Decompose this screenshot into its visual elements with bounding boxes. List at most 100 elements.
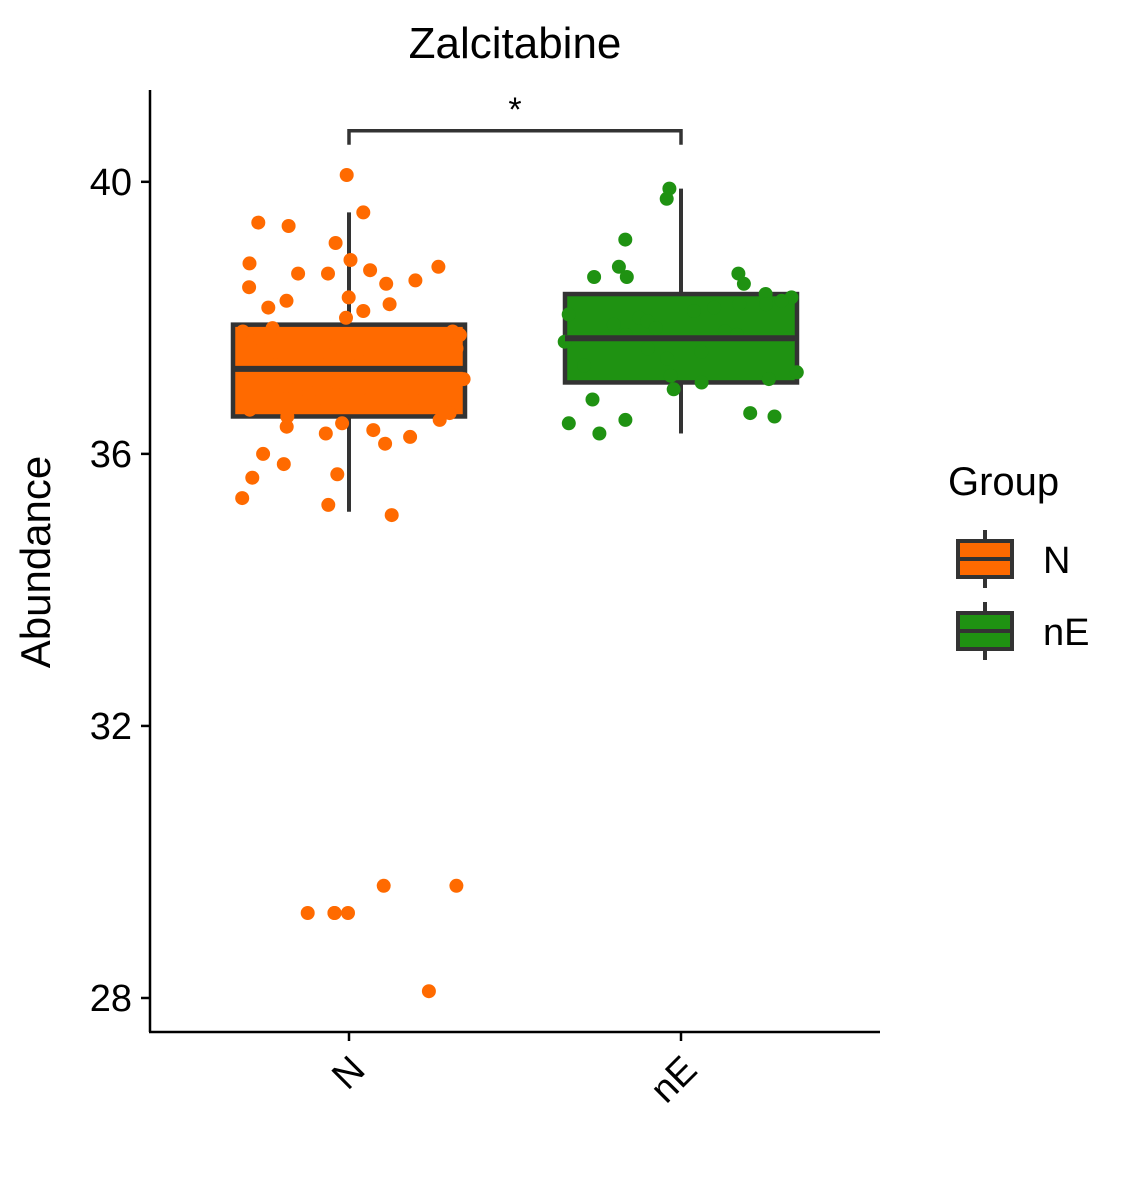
data-point [318,426,333,441]
data-point [761,372,776,387]
plot-area: * [230,91,804,999]
data-point [561,307,576,322]
data-point [327,906,342,920]
data-point [774,293,789,308]
data-point [366,423,381,438]
data-point [341,906,355,920]
data-point [449,878,464,893]
data-point [403,429,418,444]
data-point [767,409,782,424]
significance-bracket [347,129,683,145]
data-point [242,280,257,295]
significance-label: * [508,91,521,129]
data-point [640,341,655,356]
data-point [242,402,257,417]
data-point [235,324,250,339]
data-point [384,508,399,523]
data-point [261,300,276,315]
data-point [276,457,291,472]
data-point [306,399,321,414]
data-point [736,276,751,291]
data-point [431,259,446,274]
data-point [252,331,267,346]
data-point [328,338,343,353]
data-point [585,392,600,407]
data-point [260,389,275,404]
data-point [606,317,621,332]
data-point [264,368,279,383]
data-point [341,290,356,305]
data-point [379,276,394,291]
data-point [758,287,773,301]
data-point [343,253,358,267]
data-point [245,470,260,485]
y-axis: 28 32 36 40 [90,162,150,1020]
data-point [279,419,294,434]
data-point [251,215,266,230]
box-nE [562,188,800,434]
data-point [659,191,674,206]
data-point [278,378,293,393]
data-point [666,382,681,397]
data-point [291,266,306,281]
points-nE [557,181,804,441]
data-point [321,266,335,281]
data-point [256,446,271,461]
data-point [592,426,607,441]
data-point [408,273,423,288]
data-point [335,416,350,431]
legend-item-nE: nE [956,602,1089,660]
data-point [789,365,804,380]
data-point [456,372,471,387]
data-point [452,327,467,342]
x-tick-label: N [324,1049,373,1098]
data-point [618,412,633,427]
data-point [353,355,368,370]
data-point [235,491,250,506]
y-tick-label: 40 [90,162,132,204]
data-point [561,416,576,431]
data-point [279,293,294,308]
legend: Group NnE [948,460,1089,660]
data-point [406,392,421,407]
y-axis-label: Abundance [12,456,59,669]
y-tick-label: 28 [90,978,132,1020]
data-point [611,259,626,274]
data-point [378,436,393,451]
points-N [235,168,471,999]
data-point [694,375,709,390]
chart-title: Zalcitabine [409,19,622,68]
data-point [280,409,295,424]
x-tick-label: nE [643,1049,706,1112]
data-point [356,205,371,220]
legend-item-N: N [956,530,1070,588]
data-point [321,497,336,512]
data-point [743,406,758,421]
data-point [442,406,457,421]
data-point [432,412,447,427]
data-point [449,341,464,356]
data-point [421,984,436,999]
data-point [328,236,343,250]
data-point [329,375,344,390]
data-point [300,906,315,920]
data-point [382,297,397,312]
data-point [694,344,709,359]
data-point [356,304,371,318]
data-point [322,348,337,363]
data-point [330,467,345,482]
data-point [242,256,257,271]
data-point [339,310,353,325]
data-point [648,321,663,336]
data-point [686,304,701,318]
data-point [376,878,391,893]
data-point [618,232,633,247]
legend-title: Group [948,460,1059,504]
data-point [587,270,602,284]
data-point [363,263,378,278]
data-point [732,297,747,312]
legend-label: N [1043,540,1070,582]
data-point [339,168,354,182]
data-point [265,321,280,336]
